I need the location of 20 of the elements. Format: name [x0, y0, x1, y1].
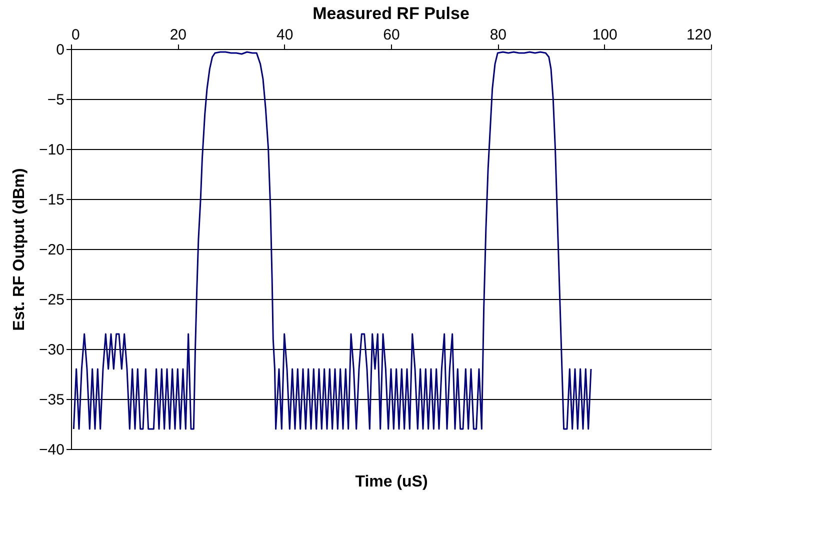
y-tick-label: −20 — [39, 242, 64, 258]
y-tick-label: −10 — [39, 142, 64, 158]
y-axis-title: Est. RF Output (dBm) — [11, 168, 28, 331]
x-tick-label: 100 — [592, 26, 618, 44]
x-tick-label: 40 — [276, 26, 294, 44]
y-tick-label: −15 — [39, 192, 64, 208]
y-tick-label: −25 — [39, 292, 64, 308]
line-series — [72, 51, 592, 430]
x-tick-label: 60 — [383, 26, 400, 44]
x-tick-label: 120 — [686, 26, 712, 44]
x-tick-label: 0 — [72, 26, 80, 44]
y-tick-label: −30 — [39, 342, 64, 358]
y-tick-label: −5 — [47, 92, 64, 108]
y-tick-label: −40 — [39, 442, 64, 458]
chart-title: Measured RF Pulse — [312, 4, 470, 23]
x-axis-title: Time (uS) — [355, 474, 428, 490]
x-tick-label: 80 — [490, 26, 507, 44]
x-tick-label: 20 — [170, 26, 187, 44]
y-tick-label: −35 — [39, 392, 64, 408]
y-tick-label: 0 — [56, 42, 64, 58]
